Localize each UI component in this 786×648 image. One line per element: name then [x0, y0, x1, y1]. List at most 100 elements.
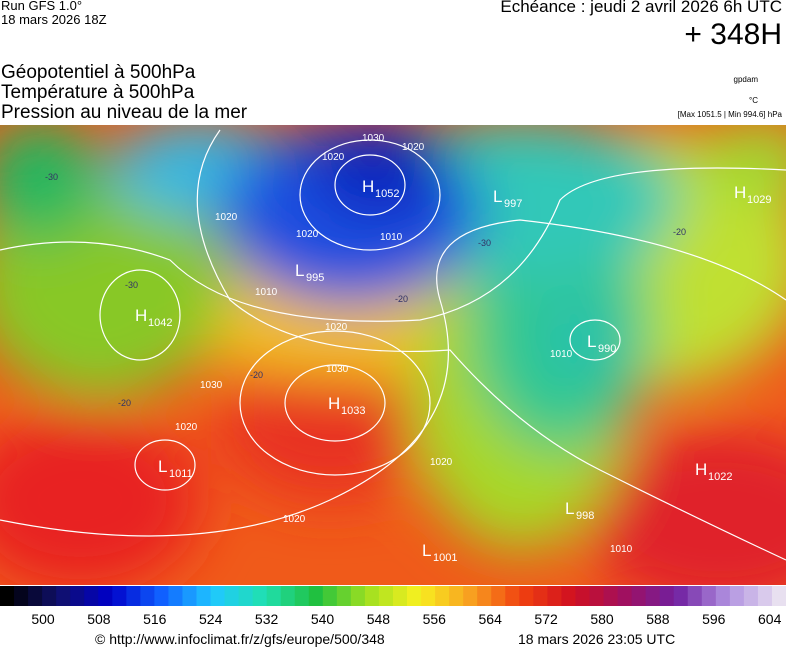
center-value: 1011: [169, 468, 193, 480]
scale-swatch: [140, 586, 155, 606]
scale-swatch: [771, 586, 786, 606]
isobar-label: 1030: [200, 380, 223, 391]
center-value: 1042: [148, 317, 172, 329]
isobar-label: 1030: [362, 133, 385, 144]
center-type: H: [135, 306, 147, 325]
scale-swatch: [715, 586, 731, 606]
scale-label: 580: [590, 611, 614, 627]
pressure-center: L 995: [295, 261, 324, 284]
scale-swatch: [364, 586, 380, 606]
isobar-label: 1020: [322, 152, 345, 163]
scale-swatch: [477, 586, 492, 606]
center-value: 1022: [708, 471, 732, 483]
scale-swatch: [266, 586, 282, 606]
scale-swatch: [28, 586, 43, 606]
center-type: H: [328, 394, 340, 413]
isobar-label: 1020: [296, 229, 319, 240]
scale-swatch: [42, 586, 57, 606]
scale-swatch: [70, 586, 85, 606]
center-value: 997: [504, 198, 522, 210]
scale-swatch: [378, 586, 394, 606]
scale-swatch: [294, 586, 310, 606]
temperature-label: -20: [395, 294, 408, 304]
scale-swatch: [154, 586, 169, 606]
scale-swatch: [224, 586, 240, 606]
footer-generated: 18 mars 2026 23:05 UTC: [518, 631, 675, 647]
scale-swatch: [659, 586, 675, 606]
scale-swatch: [280, 586, 296, 606]
scale-label: 564: [479, 611, 503, 627]
pressure-center: L 1001: [422, 541, 457, 564]
isobar-label: 1010: [550, 349, 573, 360]
scale-label: 604: [758, 611, 782, 627]
isobar-label: 1030: [326, 364, 349, 375]
center-type: L: [587, 332, 596, 351]
scale-swatch: [56, 586, 71, 606]
scale-swatch: [336, 586, 352, 606]
center-type: H: [695, 460, 707, 479]
center-type: L: [295, 261, 304, 280]
scale-swatch: [308, 586, 324, 606]
center-type: L: [158, 457, 167, 476]
field: [0, 125, 786, 585]
title: Température à 500hPa: [1, 82, 195, 103]
pressure-center: H 1022: [695, 460, 732, 483]
isobar-label: 1010: [380, 232, 403, 243]
scale-swatch: [631, 586, 647, 606]
scale-swatch: [84, 586, 99, 606]
center-type: H: [734, 183, 746, 202]
scale-swatch: [252, 586, 268, 606]
scale-swatch: [168, 586, 183, 606]
center-value: 990: [598, 343, 616, 355]
unit: gpdam: [733, 75, 758, 84]
isobar-label: 1020: [175, 422, 198, 433]
scale-swatch: [757, 586, 773, 606]
scale-swatch: [322, 586, 338, 606]
pressure-center: H 1042: [135, 306, 172, 329]
scale-label: 548: [367, 611, 391, 627]
unit: °C: [749, 96, 758, 105]
pressure-center: L 1011: [158, 457, 193, 480]
pressure-center: H 1029: [734, 183, 771, 206]
isobar-label: 1020: [402, 142, 425, 153]
scale-swatch: [729, 586, 745, 606]
scale-swatch: [561, 586, 576, 606]
isobar-label: 1010: [610, 544, 633, 555]
isobar-label: 1010: [255, 287, 278, 298]
scale-label: 572: [534, 611, 558, 627]
scale-label: 524: [199, 611, 223, 627]
footer-source: © http://www.infoclimat.fr/z/gfs/europe/…: [95, 631, 385, 647]
scale-swatch: [182, 586, 197, 606]
scale-swatch: [126, 586, 141, 606]
scale-label: 588: [646, 611, 670, 627]
scale-swatch: [491, 586, 506, 606]
scale-label: 540: [311, 611, 335, 627]
center-value: 1033: [341, 405, 365, 417]
temperature-label: -20: [118, 398, 131, 408]
isobar-label: 1020: [215, 212, 238, 223]
center-type: H: [362, 177, 374, 196]
scale-swatch: [196, 586, 212, 606]
scale-swatch: [112, 586, 127, 606]
scale-swatch: [533, 586, 548, 606]
scale-swatch: [673, 586, 689, 606]
echeance: Echéance : jeudi 2 avril 2026 6h UTC: [500, 0, 782, 16]
scale-swatch: [393, 586, 408, 606]
scale-swatch: [519, 586, 534, 606]
center-type: L: [565, 499, 574, 518]
scale-swatch: [350, 586, 366, 606]
temperature-label: -30: [125, 280, 138, 290]
scale-label: 516: [143, 611, 167, 627]
isobar-label: 1020: [325, 322, 348, 333]
center-value: 1052: [375, 188, 399, 200]
scale-swatch: [435, 586, 450, 606]
scale-swatch: [645, 586, 661, 606]
temperature-label: -30: [478, 238, 491, 248]
run: Run GFS 1.0°: [1, 0, 83, 13]
scale-label: 500: [31, 611, 55, 627]
scale-swatch: [98, 586, 113, 606]
center-value: 1029: [747, 194, 771, 206]
scale-swatch: [701, 586, 717, 606]
scale-swatch: [463, 586, 478, 606]
